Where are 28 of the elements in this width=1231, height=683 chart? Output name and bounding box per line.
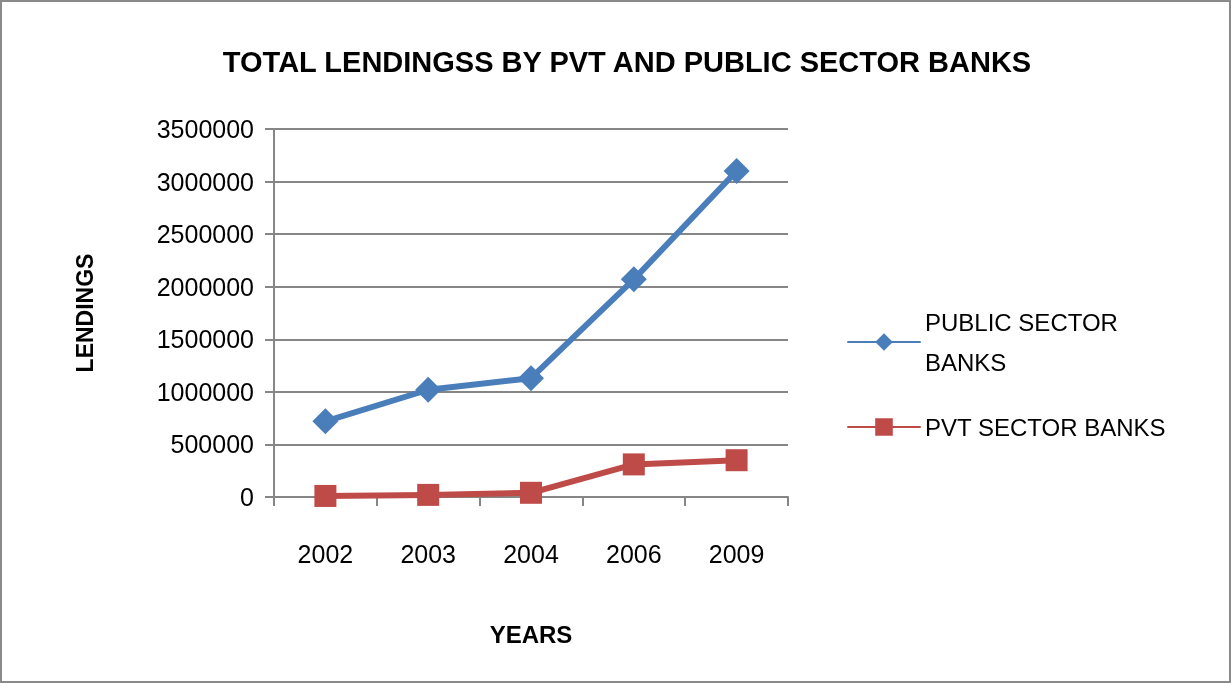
point bbox=[312, 408, 339, 435]
point bbox=[622, 453, 645, 476]
y-tick-label: 3500000 bbox=[156, 115, 254, 143]
y-axis-title: LENDINGS bbox=[71, 253, 98, 373]
y-tick-label: 1000000 bbox=[156, 377, 254, 406]
point bbox=[520, 481, 542, 504]
legend-label: PUBLIC SECTOR BANKS bbox=[925, 308, 1125, 376]
x-tick-label: 2004 bbox=[503, 539, 559, 568]
x-tick-label: 2003 bbox=[400, 539, 457, 568]
point bbox=[518, 365, 544, 392]
x-tick-label: 2009 bbox=[708, 539, 765, 568]
point bbox=[620, 266, 647, 293]
point bbox=[415, 376, 442, 403]
point bbox=[725, 449, 748, 472]
y-tick-label: 1500000 bbox=[156, 325, 254, 354]
x-axis-title: YEARS bbox=[489, 620, 573, 648]
x-tick-label: 2006 bbox=[605, 539, 662, 568]
y-tick-label: 3000000 bbox=[156, 167, 254, 196]
y-tick-label: 2500000 bbox=[156, 220, 254, 249]
point bbox=[417, 483, 440, 506]
x-tick-label: 2002 bbox=[297, 539, 354, 568]
chart-title: TOTAL LENDINGSS BY PVT AND PUBLIC SECTOR BANKS bbox=[222, 45, 1032, 78]
y-tick-label: 2000000 bbox=[156, 272, 254, 301]
legend-label: PVT SECTOR BANKS bbox=[925, 413, 1166, 441]
point bbox=[314, 484, 337, 507]
y-tick-label: 500000 bbox=[170, 430, 254, 459]
y-tick-label: 0 bbox=[240, 483, 254, 511]
point bbox=[723, 158, 750, 185]
